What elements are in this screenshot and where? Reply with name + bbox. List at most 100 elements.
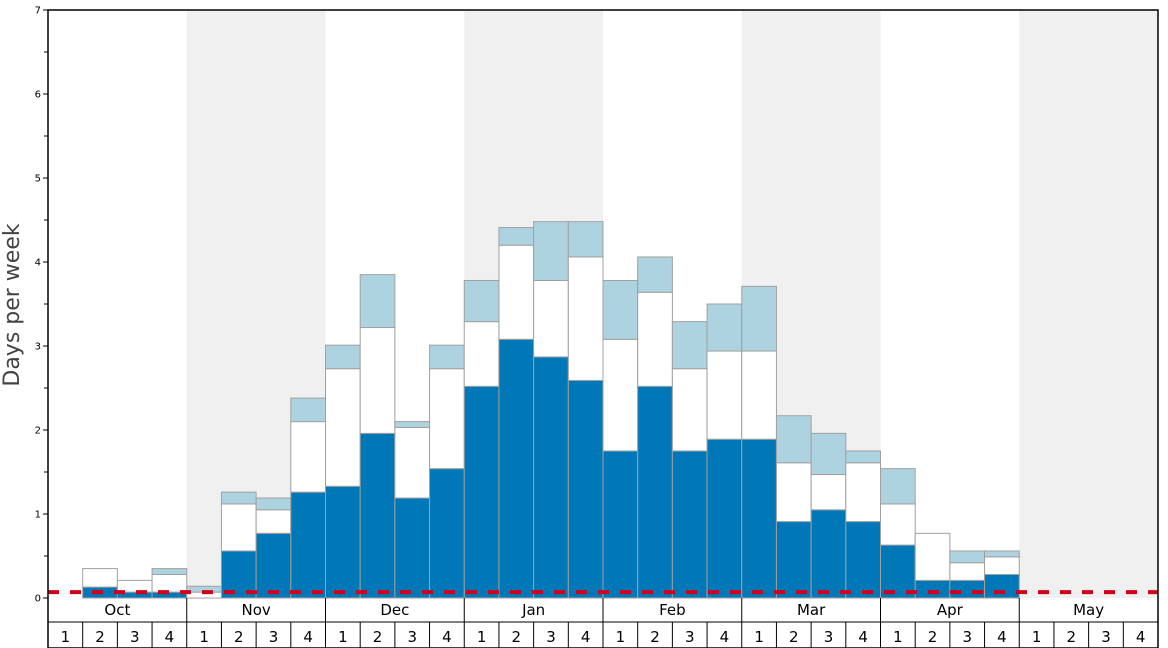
bar-segment <box>671 368 708 452</box>
y-tick-label: 0 <box>35 594 41 605</box>
plot-frame <box>47 9 1159 648</box>
bar-segment <box>741 350 777 440</box>
bar-segment <box>914 532 951 581</box>
bar-segment <box>325 485 361 599</box>
month-label: Nov <box>241 601 270 619</box>
bar-segment <box>949 562 986 581</box>
bar-segment <box>533 279 569 358</box>
bar-segment <box>463 279 500 323</box>
bar-segment <box>82 568 118 588</box>
week-label: 3 <box>1101 628 1111 646</box>
week-label: 3 <box>269 628 279 646</box>
y-tick-label: 2 <box>35 426 41 437</box>
bar-segment <box>775 415 812 464</box>
y-tick-label: 4 <box>35 258 41 269</box>
week-label: 3 <box>685 628 695 646</box>
bar-segment <box>741 285 777 352</box>
bars <box>82 221 1020 599</box>
bar-segment <box>741 438 777 599</box>
week-label: 4 <box>997 628 1007 646</box>
week-label: 3 <box>130 628 140 646</box>
week-label: 1 <box>1032 628 1042 646</box>
month-label: Apr <box>937 601 964 619</box>
bar-segment <box>290 397 326 423</box>
bar-segment <box>984 550 1020 558</box>
month-label: Oct <box>104 601 130 619</box>
bar-segment <box>845 521 881 599</box>
bar-segment <box>533 356 569 599</box>
bar-segment <box>429 468 465 599</box>
week-label: 4 <box>442 628 452 646</box>
bar-segment <box>880 544 916 599</box>
bar-segment <box>810 474 847 511</box>
month-label: May <box>1073 601 1104 619</box>
bar-segment <box>637 291 673 387</box>
bar-segment <box>602 279 639 340</box>
week-label: 4 <box>165 628 175 646</box>
bar-segment <box>984 573 1020 599</box>
week-label: 2 <box>928 628 938 646</box>
bar-segment <box>498 338 535 599</box>
week-label: 1 <box>338 628 348 646</box>
bar-segment <box>151 568 188 575</box>
bar-segment <box>325 344 361 370</box>
bar-segment <box>463 321 500 387</box>
month-label: Mar <box>797 601 826 619</box>
bar-segment <box>671 321 708 370</box>
week-label: 3 <box>824 628 834 646</box>
y-axis-title: Days per week <box>0 223 25 386</box>
x-axis: Oct 1 2 3 4 Nov 1 2 3 4 Dec 1 2 3 4 Jan 1 2 3 4 Feb 1 2 3 4 Mar 1 2… <box>47 598 1158 648</box>
y-axis: 0 1 2 3 4 5 6 7 <box>35 6 48 605</box>
bar-segment <box>602 338 639 452</box>
bar-segment <box>290 421 326 493</box>
bar-segment <box>498 227 535 246</box>
week-label: 1 <box>893 628 903 646</box>
bar-segment <box>671 450 708 599</box>
bar-segment <box>255 532 292 599</box>
bar-segment <box>498 244 535 340</box>
bar-segment <box>637 256 673 293</box>
y-tick-label: 3 <box>35 342 41 353</box>
week-label: 2 <box>512 628 522 646</box>
bar-segment <box>429 344 465 370</box>
y-tick-label: 6 <box>35 90 41 101</box>
week-label: 4 <box>1136 628 1146 646</box>
week-label: 3 <box>546 628 556 646</box>
bar-segment <box>775 521 812 599</box>
bar-segment <box>255 509 292 534</box>
bar-segment <box>567 221 604 258</box>
bar-segment <box>255 497 292 511</box>
week-label: 1 <box>61 628 71 646</box>
bar-segment <box>359 432 396 599</box>
bar-segment <box>706 438 743 599</box>
week-label: 1 <box>199 628 209 646</box>
bar-segment <box>220 503 257 552</box>
bar-segment <box>949 550 986 564</box>
bar-segment <box>325 368 361 487</box>
month-label: Dec <box>380 601 409 619</box>
week-label: 3 <box>407 628 417 646</box>
bar-segment <box>810 432 847 476</box>
bar-segment <box>775 462 812 523</box>
week-label: 2 <box>650 628 660 646</box>
week-label: 1 <box>616 628 626 646</box>
bar-segment <box>359 274 396 329</box>
week-label: 4 <box>858 628 868 646</box>
bar-segment <box>810 509 847 599</box>
week-label: 4 <box>303 628 313 646</box>
month-label: Feb <box>659 601 686 619</box>
week-label: 2 <box>373 628 383 646</box>
bar-segment <box>914 579 951 599</box>
week-label: 2 <box>789 628 799 646</box>
month-band <box>1019 10 1158 598</box>
bar-segment <box>567 379 604 599</box>
y-tick-label: 5 <box>35 174 41 185</box>
bar-segment <box>429 368 465 470</box>
bar-segment <box>533 221 569 281</box>
bar-segment <box>880 503 916 546</box>
week-label: 2 <box>95 628 105 646</box>
week-label: 2 <box>1067 628 1077 646</box>
bar-segment <box>394 426 431 499</box>
bar-segment <box>151 573 188 593</box>
